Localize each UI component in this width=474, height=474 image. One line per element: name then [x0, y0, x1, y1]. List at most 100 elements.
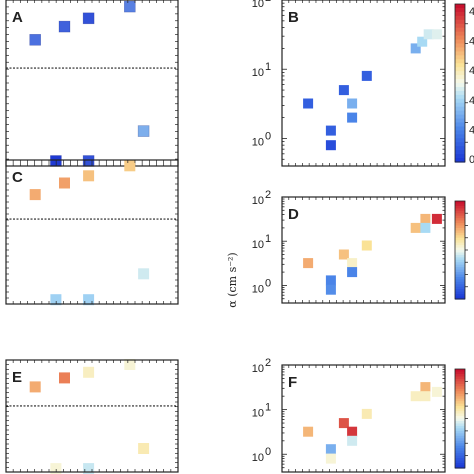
colorbar-segment — [455, 376, 465, 380]
heatmap-cell — [83, 170, 95, 182]
colorbar-segment — [455, 63, 465, 68]
colorbar-segment — [455, 396, 465, 400]
colorbar-segment — [455, 39, 465, 45]
panel-label: E — [12, 369, 22, 386]
colorbar-segment — [455, 67, 465, 72]
colorbar-segment — [455, 425, 465, 429]
colorbar — [454, 200, 468, 300]
colorbar-segment — [455, 210, 465, 214]
colorbar-segment — [455, 215, 465, 219]
colorbar-segment — [455, 4, 465, 9]
y-tick-label: 10 — [252, 452, 264, 464]
colorbar-segment — [455, 11, 465, 17]
colorbar-segment — [455, 411, 465, 415]
y-tick-label: 10 — [252, 239, 264, 251]
y-tick-exponent: 0 — [265, 446, 271, 458]
colorbar-segment — [455, 460, 465, 464]
colorbar-segment — [455, 237, 465, 241]
heatmap-cell — [29, 33, 42, 46]
colorbar-segment — [455, 218, 465, 222]
heatmap-cell — [338, 249, 349, 260]
heatmap-cell — [303, 98, 314, 109]
colorbar-tick-label: 4 — [469, 65, 474, 77]
colorbar-segment — [455, 276, 465, 280]
colorbar-segment — [455, 27, 465, 33]
panel-c: C — [5, 159, 179, 306]
colorbar-segment — [455, 71, 465, 76]
colorbar-segment — [455, 294, 465, 298]
heatmap-cell — [59, 177, 70, 189]
colorbar-segment — [455, 463, 465, 467]
heatmap-cell — [83, 294, 95, 306]
colorbar-segment — [455, 252, 465, 256]
colorbar-segment — [455, 106, 465, 112]
colorbar-segment — [455, 259, 465, 263]
heatmap-cell — [420, 391, 431, 402]
panel-label: D — [288, 206, 299, 223]
colorbar-segment — [455, 47, 465, 52]
colorbar-segment — [455, 90, 465, 96]
colorbar-segment — [455, 448, 465, 452]
colorbar-segment — [455, 445, 465, 449]
heatmap-cell — [29, 381, 41, 393]
colorbar-segment — [455, 235, 465, 239]
heatmap-cell — [420, 222, 431, 233]
colorbar-segment — [455, 230, 465, 234]
y-tick-label: 10 — [252, 136, 264, 148]
y-tick-label: 10 — [252, 363, 264, 375]
y-tick-exponent: 1 — [265, 61, 271, 73]
heatmap-cell — [58, 20, 71, 33]
colorbar-segment — [455, 264, 465, 268]
heatmap-cell — [361, 240, 372, 251]
panel-a: A — [5, 0, 179, 167]
heatmap-cell — [83, 463, 95, 474]
heatmap-cell — [431, 386, 442, 397]
colorbar-segment — [455, 388, 465, 392]
colorbar-segment — [455, 31, 465, 37]
colorbar-segment — [455, 458, 465, 462]
colorbar-segment — [455, 391, 465, 395]
heatmap-cell — [347, 258, 358, 269]
colorbar-segment — [455, 75, 465, 80]
colorbar-segment — [455, 232, 465, 236]
colorbar-segment — [455, 465, 465, 469]
colorbar-segment — [455, 250, 465, 254]
colorbar-segment — [455, 126, 465, 131]
y-tick-exponent: 1 — [265, 233, 271, 245]
colorbar-segment — [455, 114, 465, 120]
axes-frame — [5, 159, 179, 305]
panel-label: A — [12, 9, 23, 26]
colorbar-segment — [455, 254, 465, 258]
colorbar-segment — [455, 51, 465, 56]
heatmap-cell — [137, 125, 150, 137]
colorbar-segment — [455, 383, 465, 387]
panel-label: B — [288, 9, 299, 26]
colorbar-segment — [455, 443, 465, 447]
colorbar-segment — [455, 386, 465, 390]
colorbar-segment — [455, 289, 465, 293]
heatmap-cell — [59, 372, 70, 384]
colorbar-segment — [455, 420, 465, 425]
colorbar-segment — [455, 240, 465, 244]
axes-frame — [281, 0, 446, 167]
heatmap-cell — [410, 222, 421, 233]
colorbar-segment — [455, 94, 465, 100]
heatmap-cell — [347, 267, 358, 278]
colorbar-segment — [455, 274, 465, 278]
heatmap-cell — [138, 268, 150, 280]
colorbar-segment — [455, 428, 465, 432]
heatmap-cell — [338, 85, 349, 96]
heatmap-cell — [325, 453, 336, 464]
panel-label: F — [288, 374, 297, 391]
colorbar-segment — [455, 43, 465, 49]
colorbar-segment — [455, 296, 465, 300]
heatmap-cell — [303, 258, 314, 269]
colorbar-segment — [455, 19, 465, 25]
colorbar-segment — [455, 86, 465, 92]
colorbar-segment — [455, 118, 465, 124]
heatmap-cell — [325, 140, 336, 151]
colorbar-segment — [455, 79, 465, 84]
heatmap-cell — [325, 275, 336, 286]
